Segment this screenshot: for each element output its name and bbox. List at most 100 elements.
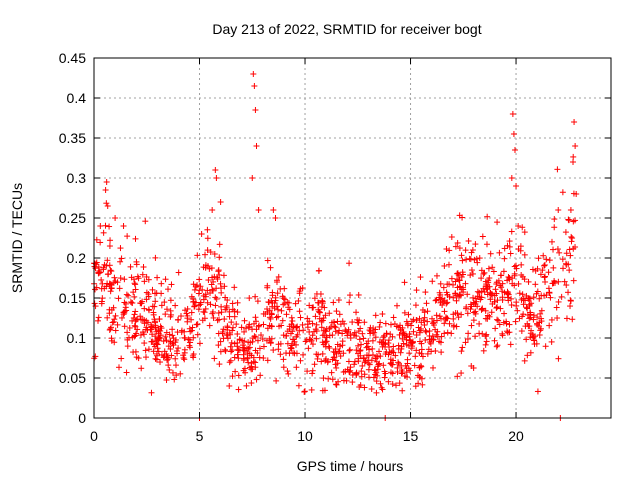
data-point bbox=[444, 291, 451, 298]
data-point bbox=[284, 368, 291, 375]
data-point bbox=[346, 299, 353, 306]
data-point bbox=[567, 207, 574, 213]
data-point bbox=[132, 318, 139, 325]
data-point bbox=[242, 369, 249, 376]
data-point bbox=[548, 338, 555, 345]
data-point bbox=[141, 305, 148, 312]
data-point bbox=[565, 289, 572, 296]
data-point bbox=[460, 286, 467, 293]
data-point bbox=[396, 331, 403, 338]
data-point bbox=[573, 191, 580, 197]
data-point bbox=[206, 265, 213, 272]
data-point bbox=[499, 332, 506, 339]
data-point bbox=[120, 223, 127, 229]
data-point bbox=[549, 280, 556, 287]
data-point bbox=[240, 355, 247, 362]
data-point bbox=[306, 318, 313, 325]
data-point bbox=[240, 342, 247, 349]
data-point bbox=[372, 312, 379, 319]
data-point bbox=[204, 235, 211, 242]
data-point bbox=[342, 327, 349, 334]
data-point bbox=[341, 320, 348, 327]
data-point bbox=[291, 338, 298, 345]
data-point bbox=[468, 322, 475, 329]
data-point bbox=[403, 369, 410, 376]
data-point bbox=[567, 297, 574, 304]
data-point bbox=[411, 362, 418, 369]
data-point bbox=[553, 304, 560, 311]
data-point bbox=[456, 283, 463, 290]
y-tick-label: 0.2 bbox=[67, 250, 87, 266]
data-point bbox=[168, 352, 175, 359]
data-point bbox=[394, 302, 401, 309]
data-point bbox=[421, 314, 428, 321]
data-point bbox=[328, 369, 335, 376]
data-point bbox=[150, 348, 157, 355]
data-point bbox=[245, 339, 252, 346]
data-point bbox=[148, 338, 155, 345]
data-point bbox=[234, 309, 241, 316]
data-point bbox=[404, 360, 411, 367]
data-point bbox=[209, 286, 216, 293]
data-point bbox=[108, 335, 115, 342]
data-point bbox=[318, 358, 325, 365]
data-point bbox=[523, 336, 530, 343]
data-point bbox=[285, 370, 292, 377]
data-point bbox=[399, 387, 406, 394]
chart-title: Day 213 of 2022, SRMTID for receiver bog… bbox=[212, 21, 481, 37]
data-point bbox=[347, 364, 354, 371]
data-point bbox=[430, 364, 437, 371]
data-point bbox=[464, 310, 471, 317]
data-point bbox=[264, 325, 271, 332]
data-point bbox=[511, 272, 518, 279]
data-point bbox=[385, 337, 392, 344]
data-point bbox=[505, 274, 512, 281]
data-point bbox=[532, 281, 539, 288]
data-point bbox=[463, 304, 470, 311]
data-point bbox=[448, 275, 455, 282]
data-point bbox=[269, 289, 276, 296]
y-tick-label: 0.4 bbox=[67, 90, 87, 106]
data-point bbox=[228, 339, 235, 346]
data-point bbox=[157, 332, 164, 339]
data-point bbox=[154, 341, 161, 348]
data-point bbox=[537, 271, 544, 278]
data-point bbox=[322, 312, 329, 319]
data-point bbox=[112, 312, 119, 319]
data-point bbox=[458, 370, 465, 377]
data-point bbox=[524, 352, 531, 359]
data-point bbox=[252, 293, 259, 300]
data-point bbox=[107, 267, 114, 274]
data-point bbox=[459, 344, 466, 351]
data-point bbox=[458, 311, 465, 318]
data-point bbox=[202, 251, 209, 258]
data-point bbox=[149, 286, 156, 293]
data-point bbox=[95, 314, 102, 321]
data-point bbox=[132, 323, 139, 330]
data-point bbox=[448, 330, 455, 337]
data-point bbox=[96, 269, 103, 276]
data-point bbox=[231, 308, 238, 315]
data-point bbox=[280, 295, 287, 302]
data-point bbox=[541, 274, 548, 281]
data-point bbox=[137, 313, 144, 320]
data-point bbox=[156, 316, 163, 323]
data-point bbox=[474, 259, 481, 266]
data-point bbox=[524, 320, 531, 327]
data-point bbox=[456, 245, 463, 252]
data-point bbox=[309, 370, 316, 377]
data-point bbox=[291, 350, 298, 357]
data-point bbox=[478, 288, 485, 295]
data-point bbox=[529, 266, 536, 273]
data-point bbox=[353, 309, 360, 316]
data-point bbox=[434, 333, 441, 340]
data-point bbox=[424, 318, 431, 325]
data-point bbox=[326, 325, 333, 332]
data-point bbox=[210, 278, 217, 285]
data-point bbox=[314, 355, 321, 362]
data-point bbox=[175, 345, 182, 352]
data-point bbox=[390, 343, 397, 350]
data-point bbox=[364, 343, 371, 350]
data-point bbox=[506, 321, 513, 328]
data-point bbox=[107, 282, 114, 289]
